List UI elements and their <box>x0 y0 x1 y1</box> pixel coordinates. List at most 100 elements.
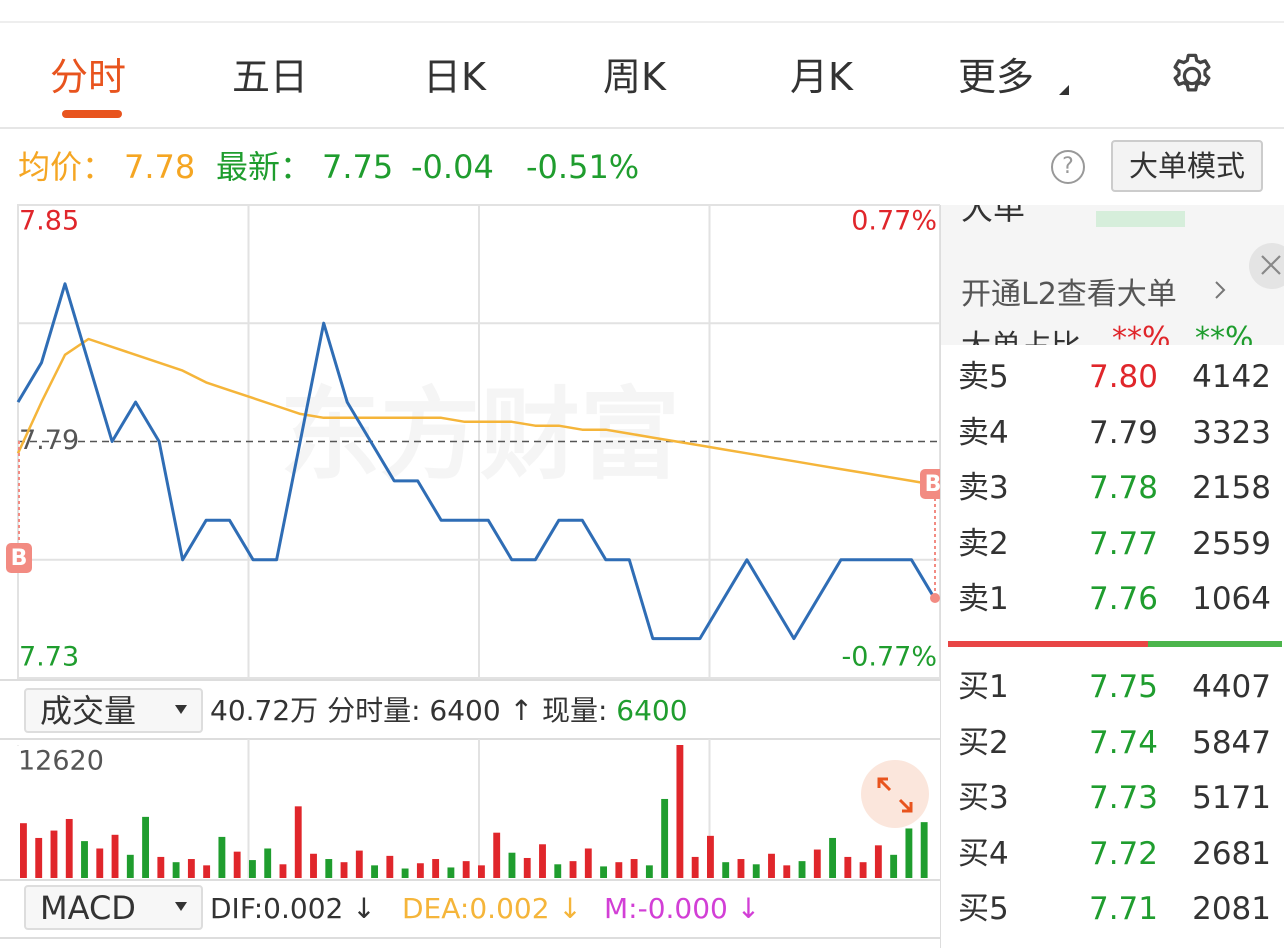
macd-dea: DEA:0.002 ↓ <box>402 892 582 925</box>
book-label: 买5 <box>958 891 1009 927</box>
tab[interactable]: 分时 <box>50 55 127 99</box>
macd-selector[interactable]: MACD <box>24 885 203 930</box>
volume-bar <box>20 823 27 878</box>
volume-bar <box>874 845 882 878</box>
volume-bar <box>233 851 241 878</box>
volume-bar <box>478 865 485 878</box>
big-ratio-sell: **% <box>1195 321 1254 345</box>
last-point <box>930 593 940 603</box>
book-price: 7.80 <box>1088 359 1158 395</box>
book-price: 7.71 <box>1088 891 1158 927</box>
volume-bar <box>157 856 165 878</box>
volume-bar <box>218 836 226 878</box>
big-ratio-buy: **% <box>1112 321 1171 345</box>
volume-bar <box>768 853 775 878</box>
dropdown-arrow <box>175 705 187 714</box>
book-price: 7.72 <box>1088 835 1158 872</box>
volume-selector-label: 成交量 <box>40 692 137 730</box>
book-label: 卖5 <box>958 359 1009 395</box>
volume-bar <box>813 849 821 878</box>
help-icon[interactable]: ? <box>1051 150 1085 184</box>
price-line <box>16 337 936 487</box>
trade-marker-bg <box>6 543 32 573</box>
mode-button[interactable]: 大单模式 <box>1111 140 1263 192</box>
expand-button[interactable] <box>861 760 929 828</box>
tab[interactable]: 五日 <box>232 55 309 99</box>
tab[interactable]: 周K <box>603 55 666 99</box>
volume-stats: 40.72万 分时量: 6400 ↑ 现量: 6400 <box>210 692 688 730</box>
volume-bar <box>630 859 638 878</box>
big-order-title: 大单 <box>961 205 1026 227</box>
close-button[interactable] <box>1249 243 1284 289</box>
y-tick-label: 7.73 <box>19 642 79 673</box>
l2-link[interactable]: 开通L2查看大单 <box>961 277 1177 312</box>
book-divider-buy <box>1148 641 1282 647</box>
volume-bar <box>783 865 791 878</box>
volume-bar <box>584 848 592 878</box>
volume-bar <box>264 848 272 878</box>
volume-bar <box>539 844 546 878</box>
book-volume: 4407 <box>1192 669 1271 705</box>
book-price: 7.74 <box>1088 724 1158 761</box>
big-ratio-label: 大单占比 <box>961 321 1081 345</box>
volume-bar <box>340 862 348 878</box>
macd-m: M:-0.000 ↓ <box>604 892 761 925</box>
change: -0.04 <box>411 148 494 186</box>
volume-bar <box>798 861 806 878</box>
book-price: 7.77 <box>1088 525 1158 562</box>
tab[interactable]: 月K <box>790 55 853 99</box>
book-volume: 3323 <box>1192 414 1271 451</box>
current-volume: 6400 <box>616 694 688 727</box>
expand-icon[interactable] <box>876 776 914 814</box>
volume-bar <box>645 865 653 878</box>
book-volume: 2559 <box>1192 525 1271 562</box>
latest-price: 7.75 <box>322 148 394 186</box>
book-label: 卖3 <box>958 470 1009 506</box>
volume-bar <box>325 859 333 878</box>
trade-marker-bg <box>920 469 940 499</box>
volume-bar <box>187 859 195 878</box>
volume-bar <box>279 864 287 878</box>
volume-bar <box>508 852 516 878</box>
volume-bar <box>142 816 150 878</box>
big-order-panel: 大单 开通L2查看大单 大单占比 **% **% <box>941 205 1284 345</box>
volume-bar <box>737 859 745 878</box>
book-price: 7.78 <box>1088 470 1158 506</box>
current-volume-label: 现量: <box>541 694 608 727</box>
book-label: 买1 <box>958 669 1009 705</box>
volume-bar <box>523 857 531 878</box>
period-volume-label: 分时量: <box>327 694 421 727</box>
book-volume: 4142 <box>1192 359 1271 395</box>
volume-total: 40.72万 <box>210 694 319 727</box>
top-border <box>0 21 1284 23</box>
period-volume: 6400 ↑ <box>429 694 534 727</box>
book-price: 7.79 <box>1088 414 1158 451</box>
volume-bar <box>600 866 608 878</box>
volume-bar <box>569 861 577 878</box>
avg-label: 均价： <box>18 148 115 186</box>
close-icon[interactable] <box>1260 254 1282 276</box>
volume-bar <box>65 818 73 878</box>
avg-price: 7.78 <box>124 148 196 186</box>
book-volume: 2681 <box>1192 835 1271 872</box>
latest-label: 最新： <box>216 148 313 186</box>
volume-bar <box>447 867 455 878</box>
volume-selector[interactable]: 成交量 <box>24 688 203 733</box>
tab[interactable]: 更多 <box>958 55 1035 99</box>
volume-tick-label: 12620 <box>18 746 104 777</box>
volume-bar <box>310 853 317 878</box>
settings-icon[interactable] <box>1166 50 1218 102</box>
book-volume: 2158 <box>1192 470 1271 506</box>
volume-bar <box>294 806 302 878</box>
volume-bar <box>615 862 623 878</box>
volume-bar <box>905 828 913 878</box>
trade-marker: B <box>11 546 28 571</box>
dropdown-arrow <box>175 902 187 911</box>
book-volume: 1064 <box>1192 581 1271 617</box>
watermark: 东方财富 <box>280 376 680 493</box>
y2-tick-label: -0.77% <box>841 642 937 673</box>
volume-bar <box>126 854 134 878</box>
tab[interactable]: 日K <box>423 55 486 99</box>
chevron <box>1215 281 1226 299</box>
